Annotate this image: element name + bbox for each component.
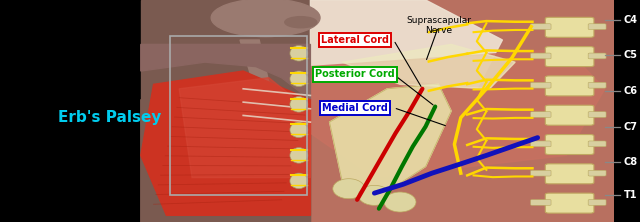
- FancyBboxPatch shape: [531, 170, 551, 176]
- Text: Posterior Cord: Posterior Cord: [316, 69, 395, 79]
- FancyBboxPatch shape: [588, 141, 606, 147]
- FancyBboxPatch shape: [545, 47, 594, 67]
- FancyBboxPatch shape: [545, 164, 594, 184]
- Text: Erb's Palsey: Erb's Palsey: [58, 110, 161, 125]
- FancyBboxPatch shape: [545, 17, 594, 37]
- FancyBboxPatch shape: [588, 170, 606, 176]
- FancyBboxPatch shape: [545, 105, 594, 125]
- Text: C4: C4: [624, 15, 638, 25]
- FancyBboxPatch shape: [531, 24, 551, 30]
- FancyBboxPatch shape: [588, 200, 606, 205]
- FancyBboxPatch shape: [545, 76, 594, 96]
- Bar: [0, 0, 310, 222]
- FancyBboxPatch shape: [531, 53, 551, 59]
- Ellipse shape: [290, 148, 308, 163]
- Polygon shape: [179, 78, 310, 178]
- Text: C7: C7: [624, 121, 638, 132]
- Ellipse shape: [333, 179, 365, 199]
- Polygon shape: [310, 0, 502, 89]
- FancyBboxPatch shape: [545, 135, 594, 155]
- Polygon shape: [141, 84, 310, 222]
- Bar: [614, 0, 640, 222]
- Polygon shape: [330, 84, 451, 200]
- Text: Suprascapular
Nerve: Suprascapular Nerve: [406, 16, 471, 35]
- FancyBboxPatch shape: [588, 53, 606, 59]
- Text: Medial Cord: Medial Cord: [323, 103, 388, 113]
- Polygon shape: [240, 40, 269, 82]
- FancyBboxPatch shape: [531, 82, 551, 88]
- Ellipse shape: [290, 97, 308, 112]
- FancyBboxPatch shape: [531, 200, 551, 205]
- FancyBboxPatch shape: [545, 193, 594, 213]
- Polygon shape: [141, 0, 310, 222]
- Polygon shape: [310, 49, 605, 178]
- Bar: [310, 0, 640, 222]
- FancyBboxPatch shape: [588, 24, 606, 30]
- Text: C6: C6: [624, 86, 638, 96]
- FancyBboxPatch shape: [531, 112, 551, 117]
- Ellipse shape: [384, 192, 416, 212]
- FancyBboxPatch shape: [588, 82, 606, 88]
- Ellipse shape: [358, 185, 390, 205]
- Text: T1: T1: [624, 190, 637, 200]
- Ellipse shape: [290, 71, 308, 87]
- Polygon shape: [141, 71, 310, 215]
- Polygon shape: [141, 44, 310, 100]
- Text: C5: C5: [624, 50, 638, 61]
- Text: Lateral Cord: Lateral Cord: [321, 35, 389, 45]
- Circle shape: [211, 0, 320, 37]
- Circle shape: [285, 17, 317, 28]
- FancyBboxPatch shape: [588, 112, 606, 117]
- FancyBboxPatch shape: [531, 141, 551, 147]
- Ellipse shape: [290, 173, 308, 189]
- Text: C8: C8: [624, 157, 638, 167]
- Bar: [170, 36, 307, 195]
- Ellipse shape: [290, 122, 308, 138]
- Ellipse shape: [290, 46, 308, 61]
- Polygon shape: [342, 44, 515, 89]
